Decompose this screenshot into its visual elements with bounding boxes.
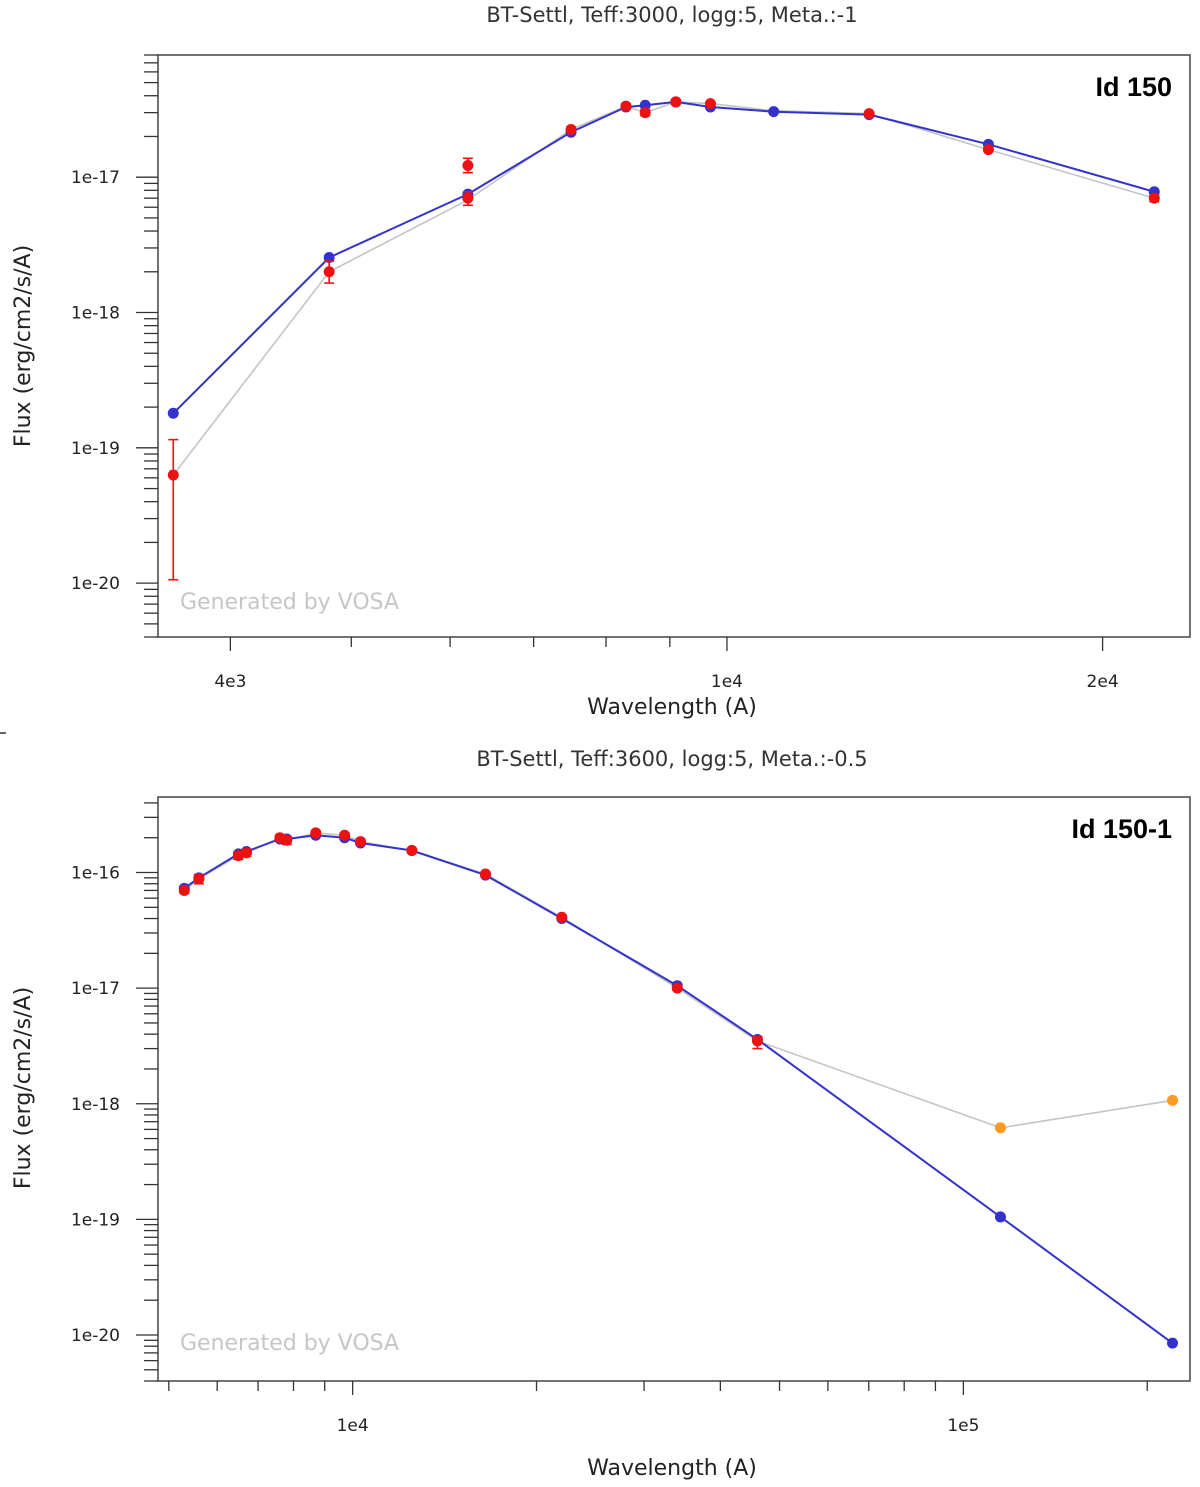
chart-1-axes: 1e-20 1e-19 1e-18 1e-17 4e3 1e4 2e4 [71, 54, 1119, 692]
model-point [768, 106, 780, 118]
chart-2-id-label: Id 150-1 [1071, 814, 1172, 844]
observed-point [240, 847, 252, 859]
y-tick-label: 1e-19 [71, 439, 120, 459]
observed-point [281, 834, 293, 846]
chart-1-x-axis-label: Wavelength (A) [587, 695, 757, 720]
observed-point [479, 868, 491, 880]
model-point [994, 1211, 1006, 1223]
model-point [323, 252, 335, 264]
chart-2-plot-area [157, 796, 1191, 1382]
y-tick-label: 1e-20 [71, 1326, 120, 1346]
x-tick-label: 1e5 [947, 1416, 979, 1436]
observed-point [982, 144, 994, 156]
observed-point [462, 192, 474, 204]
y-tick-label: 1e-18 [71, 1095, 120, 1115]
observed-point [323, 266, 335, 278]
x-tick-label: 4e3 [214, 672, 246, 692]
y-tick-label: 1e-17 [71, 168, 120, 188]
model-point [1167, 1337, 1179, 1349]
model-point [167, 407, 179, 419]
observed-point [671, 982, 683, 994]
observed-point [355, 836, 367, 848]
observed-point [310, 827, 322, 839]
y-tick-label: 1e-18 [71, 304, 120, 324]
observed-point [670, 96, 682, 108]
chart-2-title: BT-Settl, Teff:3600, logg:5, Meta.:-0.5 [476, 747, 867, 771]
observed-point [193, 873, 205, 885]
chart-1-id-label: Id 150 [1095, 72, 1172, 102]
chart-1-marks [167, 96, 1160, 581]
observed-point [751, 1035, 763, 1047]
model-line [172, 100, 1155, 415]
excess-point [1167, 1094, 1179, 1106]
observed-point [565, 124, 577, 136]
chart-2-axes: 1e-20 1e-19 1e-18 1e-17 1e-16 1e4 1e5 [71, 802, 1148, 1436]
observed-point [406, 845, 418, 857]
chart-1-watermark: Generated by VOSA [180, 590, 399, 615]
chart-1-y-axis-label: Flux (erg/cm2/s/A) [11, 245, 36, 447]
y-tick-label: 1e-16 [71, 864, 120, 884]
chart-2-x-axis-label: Wavelength (A) [587, 1456, 757, 1481]
observed-point [620, 100, 632, 112]
y-tick-label: 1e-17 [71, 979, 120, 999]
chart-2-y-axis-label: Flux (erg/cm2/s/A) [11, 987, 36, 1189]
observed-point [704, 98, 716, 110]
observed-point [556, 911, 568, 923]
chart-1-plot-area [157, 54, 1191, 638]
y-tick-label: 1e-20 [71, 574, 120, 594]
chart-2-marks [178, 827, 1179, 1349]
x-tick-label: 1e4 [711, 672, 743, 692]
chart-2-watermark: Generated by VOSA [180, 1331, 399, 1356]
observed-point [167, 469, 179, 481]
observed-point [339, 829, 351, 841]
y-tick-label: 1e-19 [71, 1210, 120, 1230]
x-tick-label: 1e4 [337, 1416, 369, 1436]
chart-1-title: BT-Settl, Teff:3000, logg:5, Meta.:-1 [486, 3, 857, 27]
x-tick-label: 2e4 [1087, 672, 1119, 692]
observed-point [1148, 192, 1160, 204]
observed-point [863, 108, 875, 120]
observed-point [639, 107, 651, 119]
chart-2: BT-Settl, Teff:3600, logg:5, Meta.:-0.5 … [11, 747, 1191, 1481]
observed-point [462, 160, 474, 172]
chart-1: BT-Settl, Teff:3000, logg:5, Meta.:-1 Id… [11, 3, 1191, 720]
excess-point [994, 1122, 1006, 1134]
observed-point [178, 884, 190, 896]
